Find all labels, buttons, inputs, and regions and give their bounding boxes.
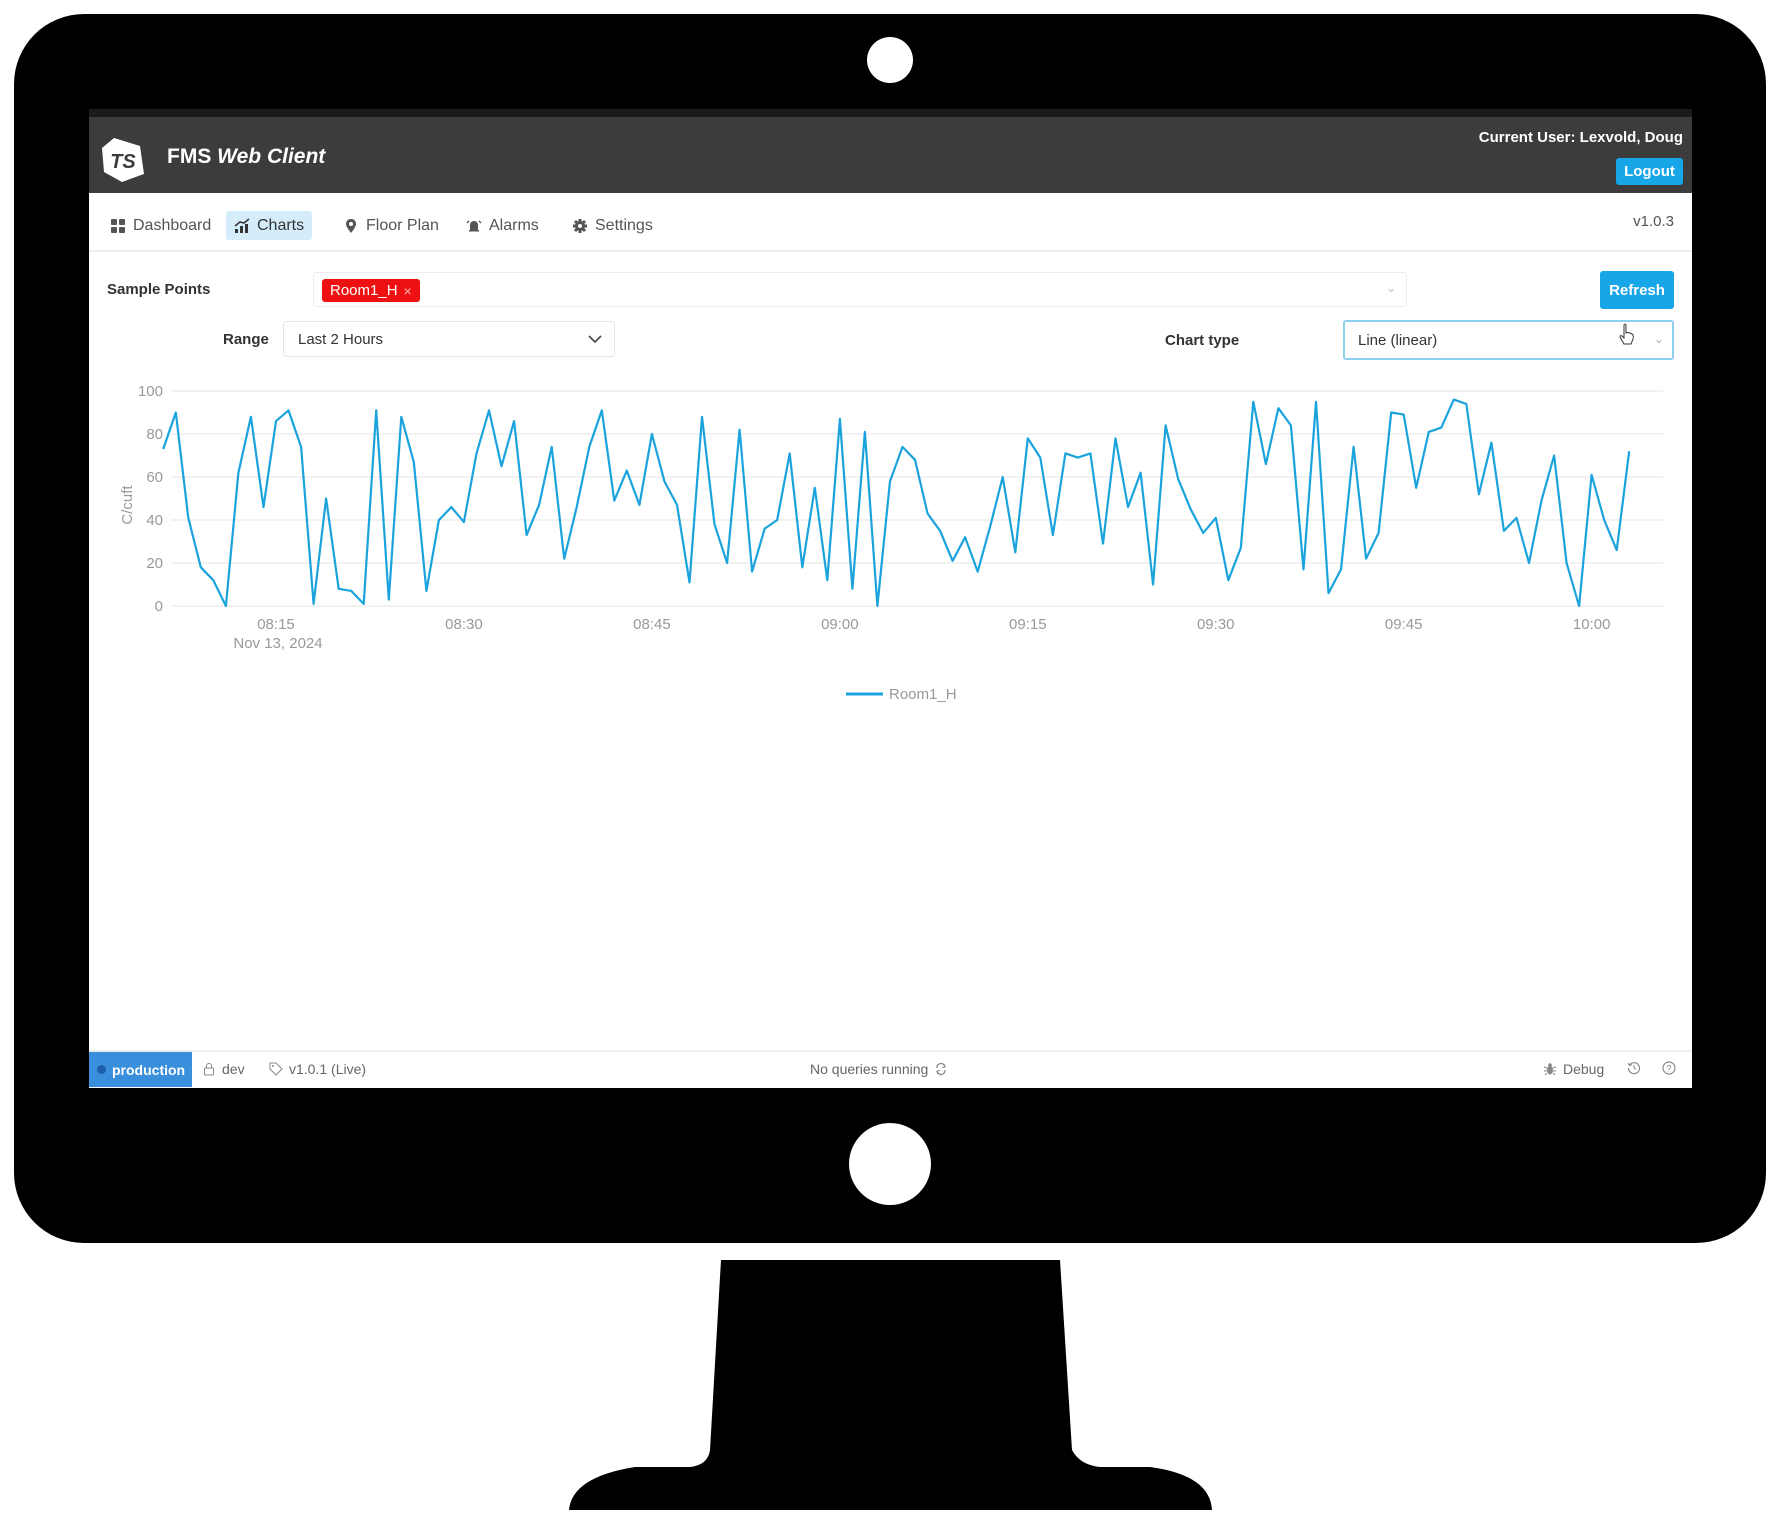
status-dot-icon: [97, 1065, 106, 1074]
y-axis-label: C/cuft: [119, 485, 136, 525]
chevron-down-icon[interactable]: ⌄: [1385, 281, 1396, 295]
x-tick-label: 08:45: [633, 616, 671, 633]
chevron-down-icon: ⌄: [1653, 332, 1664, 346]
help-icon: ?: [1662, 1061, 1676, 1075]
map-pin-icon: [346, 218, 356, 233]
range-label: Range: [223, 331, 269, 348]
series-line-room1-h: [162, 398, 1631, 608]
y-tick-label: 0: [155, 598, 163, 615]
x-tick-label: 09:15: [1009, 616, 1047, 633]
x-tick-label: 08:30: [445, 616, 483, 633]
x-axis-ticks: 08:15 08:30 08:45 09:00 09:15 09:30 09:45 10:00: [257, 616, 1610, 633]
monitor-button: [849, 1123, 931, 1205]
help-button[interactable]: ?: [1662, 1061, 1676, 1075]
y-tick-label: 100: [138, 383, 163, 400]
app-screen: TS FMS Web Client Current User: Lexvold,…: [89, 109, 1692, 1088]
hand-cursor-icon: [1619, 323, 1634, 345]
tab-label: Settings: [595, 216, 653, 234]
monitor-camera: [867, 37, 913, 83]
lock-icon: [204, 1063, 214, 1076]
chart-type-select[interactable]: Line (linear) ⌄: [1343, 320, 1674, 360]
chart-icon: [234, 217, 250, 233]
line-chart: 0 20 40 60 80 100 08:15 08:30 08:45 09:00 09:15 09…: [119, 383, 1663, 703]
svg-text:?: ?: [1666, 1064, 1671, 1074]
monitor-stand: [569, 1260, 1212, 1510]
tag-icon: [269, 1062, 283, 1076]
tab-alarms[interactable]: Alarms: [458, 211, 547, 240]
chart-type-label: Chart type: [1165, 332, 1240, 349]
refresh-button[interactable]: Refresh: [1600, 271, 1674, 309]
chevron-down-icon: [588, 335, 602, 344]
debug-button[interactable]: Debug: [1543, 1061, 1604, 1077]
tab-label: Charts: [257, 216, 305, 234]
app-title-main: FMS: [167, 145, 212, 168]
y-axis-ticks: 0 20 40 60 80 100: [138, 383, 163, 615]
tag-label: Room1_H: [330, 282, 398, 299]
sample-point-tag: Room1_H ×: [322, 279, 420, 302]
environment-label: production: [112, 1061, 186, 1078]
environment-badge[interactable]: production: [89, 1052, 192, 1087]
history-button[interactable]: [1627, 1061, 1641, 1075]
branch-item[interactable]: dev: [202, 1061, 245, 1077]
sync-icon[interactable]: [934, 1062, 948, 1076]
chart-legend[interactable]: Room1_H: [846, 686, 957, 703]
debug-label: Debug: [1563, 1061, 1605, 1077]
x-tick-label: 09:30: [1197, 616, 1235, 633]
y-tick-label: 80: [146, 426, 163, 443]
top-strip: [89, 109, 1692, 117]
release-label: v1.0.1 (Live): [289, 1061, 367, 1077]
query-status-label: No queries running: [810, 1061, 929, 1077]
history-icon: [1627, 1062, 1641, 1075]
app-header: TS FMS Web Client Current User: Lexvold,…: [89, 117, 1692, 193]
tab-label: Alarms: [489, 216, 539, 234]
tab-label: Floor Plan: [366, 216, 439, 234]
sample-points-select[interactable]: Room1_H × ⌄: [313, 272, 1407, 307]
logout-button[interactable]: Logout: [1616, 158, 1683, 185]
status-bar: production dev v1.0.1 (Live) No queries …: [89, 1050, 1692, 1087]
range-value: Last 2 Hours: [298, 330, 384, 348]
tab-floor-plan[interactable]: Floor Plan: [335, 211, 447, 240]
main-nav: Dashboard Charts Floor Plan Alarms Setti…: [89, 193, 1692, 252]
legend-label: Room1_H: [889, 686, 957, 703]
branch-label: dev: [222, 1061, 245, 1077]
tag-remove-icon[interactable]: ×: [403, 282, 412, 299]
tab-settings[interactable]: Settings: [564, 211, 661, 240]
current-user: Current User: Lexvold, Doug: [1478, 129, 1683, 146]
x-tick-label: 09:45: [1385, 616, 1423, 633]
x-tick-label: 10:00: [1573, 616, 1611, 633]
app-version: v1.0.3: [1633, 213, 1674, 230]
query-status: No queries running: [810, 1061, 948, 1077]
release-item[interactable]: v1.0.1 (Live): [269, 1061, 366, 1077]
chart-type-value: Line (linear): [1358, 331, 1438, 349]
alarm-bell-icon: [466, 220, 482, 231]
y-tick-label: 40: [146, 512, 163, 529]
x-axis-date: Nov 13, 2024: [233, 635, 322, 652]
y-tick-label: 60: [146, 469, 163, 486]
sample-points-label: Sample Points: [107, 281, 211, 298]
x-tick-label: 08:15: [257, 616, 295, 633]
tsi-logo: TS: [102, 138, 144, 182]
range-select[interactable]: Last 2 Hours: [283, 321, 615, 357]
y-tick-label: 20: [146, 555, 163, 572]
app-title: FMS Web Client: [167, 145, 325, 169]
gear-icon: [573, 218, 587, 233]
tab-label: Dashboard: [133, 216, 212, 234]
x-tick-label: 09:00: [821, 616, 859, 633]
svg-text:TS: TS: [110, 151, 136, 173]
app-title-italic: Web Client: [217, 145, 326, 168]
tab-charts[interactable]: Charts: [226, 211, 313, 240]
bug-icon: [1543, 1063, 1557, 1076]
grid-icon: [111, 218, 125, 233]
tab-dashboard[interactable]: Dashboard: [102, 211, 219, 240]
